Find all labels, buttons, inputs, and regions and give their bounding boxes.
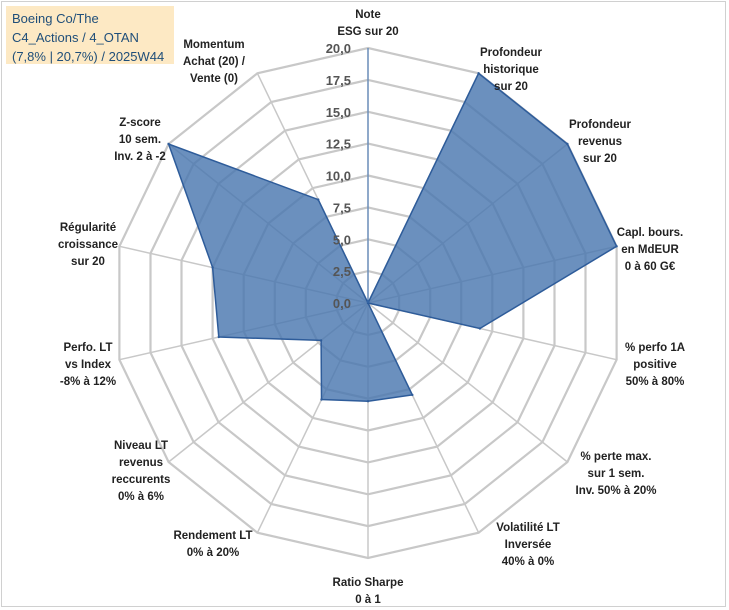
axis-label-line: croissance <box>58 239 118 251</box>
chart-title-box: Boeing Co/The C4_Actions / 4_OTAN (7,8% … <box>6 6 174 64</box>
tick-label: 20,0 <box>326 41 351 56</box>
axis-label-line: vs Index <box>65 359 112 371</box>
tick-label: 2,5 <box>333 264 351 279</box>
axis-label-line: revenus <box>119 457 163 469</box>
tick-label: 7,5 <box>333 200 351 215</box>
data-point <box>566 142 569 146</box>
axis-label-line: Capl. bours. <box>617 227 683 239</box>
axis-label-line: Momentum <box>183 39 244 51</box>
axis-label-line: Régularité <box>60 222 116 234</box>
tick-label: 12,5 <box>326 137 351 152</box>
axis-label-line: Rendement LT <box>173 530 252 542</box>
axis-label-line: % perfo 1A <box>625 342 685 354</box>
data-point <box>211 266 214 269</box>
data-point <box>320 398 323 401</box>
axis-label-line: Ratio Sharpe <box>333 577 404 589</box>
axis-label-line: Achat (20) / <box>183 56 246 68</box>
axis-spoke <box>367 302 568 463</box>
axis-label-line: 0% à 20% <box>187 547 239 559</box>
axis-label-line: 10 sem. <box>119 134 161 146</box>
axis-label-line: ESG sur 20 <box>337 26 398 38</box>
axis-label-line: Inv. 50% à 20% <box>576 485 657 497</box>
data-point <box>477 72 480 75</box>
axis-label-line: historique <box>483 64 539 76</box>
data-point <box>366 400 370 403</box>
axis-label-line: Profondeur <box>480 47 542 59</box>
axis-label-line: Inversée <box>505 539 552 551</box>
axis-label-line: Niveau LT <box>114 440 168 452</box>
axis-label-line: -8% à 12% <box>60 376 116 388</box>
axis-label-line: Inv. 2 à -2 <box>114 151 166 163</box>
title-line-company: Boeing Co/The <box>12 11 99 26</box>
data-point <box>317 198 320 201</box>
axis-label-line: 0% à 6% <box>118 491 164 503</box>
axis-label-line: en MdEUR <box>621 244 679 256</box>
axis-label-line: sur 1 sem. <box>588 468 645 480</box>
axis-label-line: 0 à 1 <box>355 594 381 606</box>
axis-label-line: sur 20 <box>583 153 617 165</box>
title-line-category: C4_Actions / 4_OTAN <box>12 30 139 45</box>
axis-label-line: Note <box>355 9 381 21</box>
data-point <box>615 245 618 248</box>
axis-label-line: Z-score <box>119 117 161 129</box>
data-point <box>319 339 323 342</box>
axis-label-line: Profondeur <box>569 119 631 131</box>
data-point <box>478 327 482 330</box>
title-line-stats: (7,8% | 20,7%) / 2025W44 <box>12 49 165 64</box>
axis-label-line: Volatilité LT <box>496 522 559 534</box>
axis-label-line: positive <box>633 359 676 371</box>
tick-label: 15,0 <box>326 105 351 120</box>
data-point <box>411 393 414 397</box>
tick-label: 0,0 <box>333 296 351 311</box>
axis-label-line: 40% à 0% <box>502 556 554 568</box>
axis-label-line: 50% à 80% <box>626 376 685 388</box>
data-point <box>167 142 170 146</box>
axis-label-line: revenus <box>578 136 622 148</box>
tick-label: 17,5 <box>326 73 351 88</box>
axis-label-line: % perte max. <box>581 451 652 463</box>
axis-label-line: Perfo. LT <box>64 342 113 354</box>
axis-label-line: Vente (0) <box>190 73 238 85</box>
axis-label-line: 0 à 60 G€ <box>625 261 676 273</box>
tick-label: 10,0 <box>326 169 351 184</box>
axis-label-line: reccurents <box>112 474 171 486</box>
data-series-area <box>167 72 618 402</box>
axis-label-line: sur 20 <box>71 256 105 268</box>
tick-label: 5,0 <box>333 232 351 247</box>
data-point <box>217 335 220 339</box>
axis-label-line: sur 20 <box>494 81 528 93</box>
